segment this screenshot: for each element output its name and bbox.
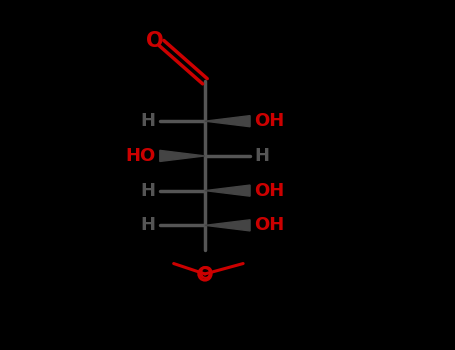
Text: O: O [147,31,164,51]
Polygon shape [205,185,250,196]
Text: H: H [254,147,269,165]
Polygon shape [205,116,250,127]
Polygon shape [160,150,205,161]
Text: H: H [141,182,156,199]
Text: OH: OH [254,216,284,235]
Polygon shape [205,220,250,231]
Text: OH: OH [254,182,284,199]
Text: H: H [141,216,156,235]
Text: H: H [141,112,156,130]
Text: O: O [197,265,212,283]
Text: HO: HO [126,147,156,165]
Text: OH: OH [254,112,284,130]
